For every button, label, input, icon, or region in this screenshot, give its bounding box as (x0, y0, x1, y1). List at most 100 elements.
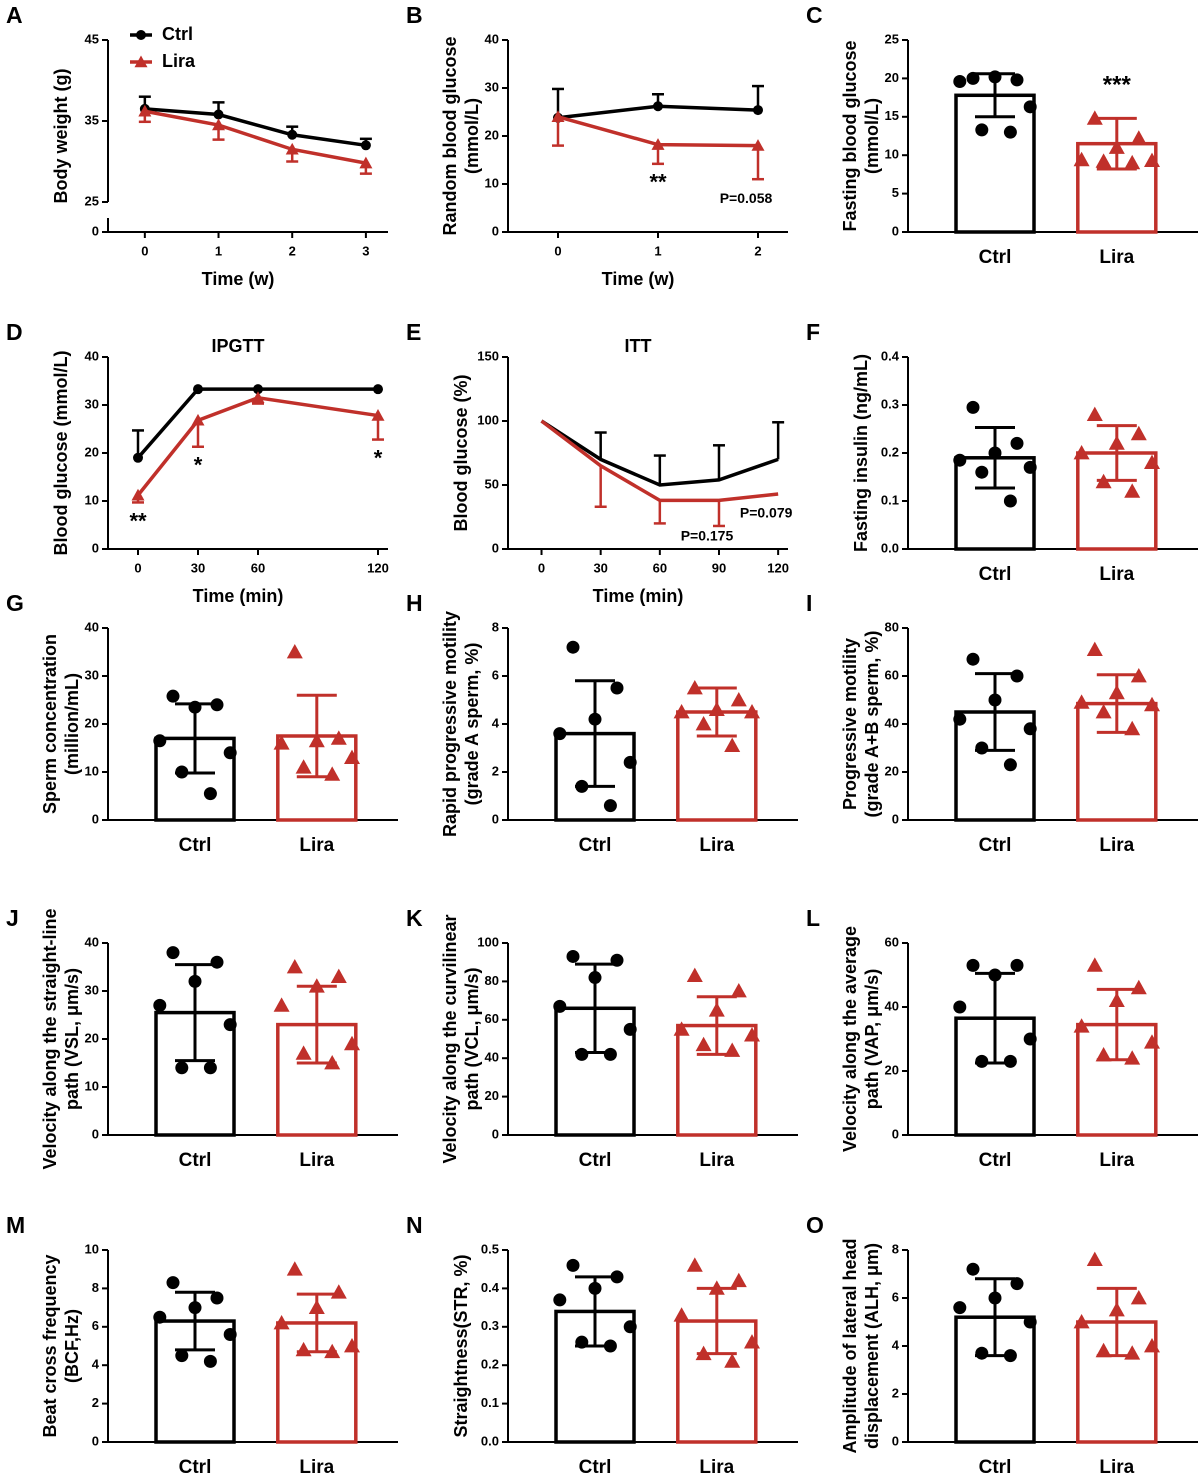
marker (153, 734, 167, 748)
y-tick-label: 0.3 (881, 396, 899, 411)
y-axis-label: path (VCL, μm/s) (462, 967, 482, 1110)
marker (1124, 154, 1141, 170)
marker (1108, 992, 1125, 1007)
marker (251, 391, 265, 403)
marker (966, 400, 980, 414)
x-tick-label: Lira (299, 1457, 334, 1478)
marker (210, 955, 224, 969)
marker (373, 384, 383, 395)
x-tick-label: Lira (699, 835, 734, 856)
marker (210, 698, 224, 712)
marker (210, 1291, 224, 1305)
marker (1144, 1034, 1160, 1049)
y-tick-label: 0.4 (881, 348, 900, 363)
marker (1124, 483, 1141, 498)
chart-title: ITT (625, 336, 652, 356)
y-tick-label: 0 (892, 1126, 899, 1141)
marker (730, 1272, 747, 1288)
legend-label: Ctrl (162, 24, 193, 44)
marker (1095, 153, 1112, 168)
marker (324, 1343, 341, 1359)
marker (753, 105, 763, 116)
y-tick-label: 20 (485, 127, 499, 142)
marker (1073, 1018, 1090, 1033)
marker (603, 1339, 617, 1353)
marker (1010, 436, 1024, 450)
marker (724, 1042, 741, 1057)
y-tick-label: 8 (92, 1280, 99, 1295)
marker (695, 1036, 712, 1052)
y-tick-label: 60 (885, 934, 899, 949)
y-tick-label: 60 (885, 667, 899, 682)
marker (1086, 110, 1103, 125)
marker (953, 1000, 967, 1014)
marker (966, 1262, 980, 1276)
marker (166, 689, 180, 703)
marker (673, 1021, 690, 1036)
marker (686, 967, 703, 983)
x-tick-label: 2 (289, 243, 296, 258)
y-tick-label: 10 (85, 492, 99, 507)
marker (286, 959, 303, 974)
marker (603, 799, 617, 813)
marker (175, 1349, 189, 1363)
x-tick-label: 0 (554, 243, 561, 258)
y-axis-label: Rapid progressive motility (440, 611, 460, 837)
marker (575, 779, 589, 793)
marker (188, 1301, 202, 1315)
marker (324, 1055, 341, 1070)
y-tick-label: 20 (885, 70, 899, 85)
y-tick-label: 0.0 (881, 540, 899, 555)
y-tick-label: 15 (885, 108, 899, 123)
marker (744, 1334, 760, 1349)
x-tick-label: 0 (141, 243, 148, 258)
y-tick-label: 8 (892, 1241, 899, 1256)
x-tick-label: Lira (299, 1150, 334, 1171)
marker (975, 1346, 989, 1360)
y-tick-label: 0.5 (481, 1241, 499, 1256)
marker (344, 1338, 360, 1353)
y-tick-label: 20 (885, 763, 899, 778)
marker (223, 746, 237, 760)
y-tick-label: 45 (85, 31, 99, 46)
x-tick-label: Ctrl (979, 1150, 1012, 1171)
marker (1124, 1050, 1141, 1065)
marker (308, 1299, 325, 1314)
y-tick-label: 0 (492, 223, 499, 238)
x-axis-label: Time (min) (193, 586, 284, 606)
marker (1108, 435, 1125, 450)
marker (134, 55, 148, 68)
marker (1144, 454, 1160, 469)
marker (566, 640, 580, 654)
y-tick-label: 20 (85, 715, 99, 730)
marker (975, 123, 989, 137)
marker (1108, 1302, 1125, 1317)
error-bar (712, 500, 725, 528)
y-tick-label: 10 (485, 175, 499, 190)
marker (188, 700, 202, 714)
marker (131, 488, 145, 501)
x-tick-label: Lira (1099, 835, 1134, 856)
marker (1023, 1032, 1037, 1046)
y-tick-label: 0.1 (481, 1395, 499, 1410)
marker (1095, 1047, 1112, 1062)
marker (1073, 151, 1090, 167)
marker (295, 1045, 312, 1060)
marker (566, 1258, 580, 1272)
marker (286, 644, 303, 659)
y-tick-label: 20 (485, 1088, 499, 1103)
marker (295, 759, 312, 774)
y-tick-label: 0 (892, 811, 899, 826)
marker (1144, 1338, 1160, 1353)
marker (1086, 406, 1103, 421)
y-axis-label: Fasting insulin (ng/mL) (851, 354, 871, 552)
marker (1003, 1054, 1017, 1068)
y-tick-label: 6 (492, 667, 499, 682)
y-axis-label: Random blood glucose (440, 36, 460, 235)
significance-label: * (194, 453, 203, 478)
marker (1023, 722, 1037, 736)
x-tick-label: 30 (593, 560, 607, 575)
marker (1130, 425, 1147, 441)
marker (744, 704, 760, 719)
marker (1130, 130, 1147, 145)
